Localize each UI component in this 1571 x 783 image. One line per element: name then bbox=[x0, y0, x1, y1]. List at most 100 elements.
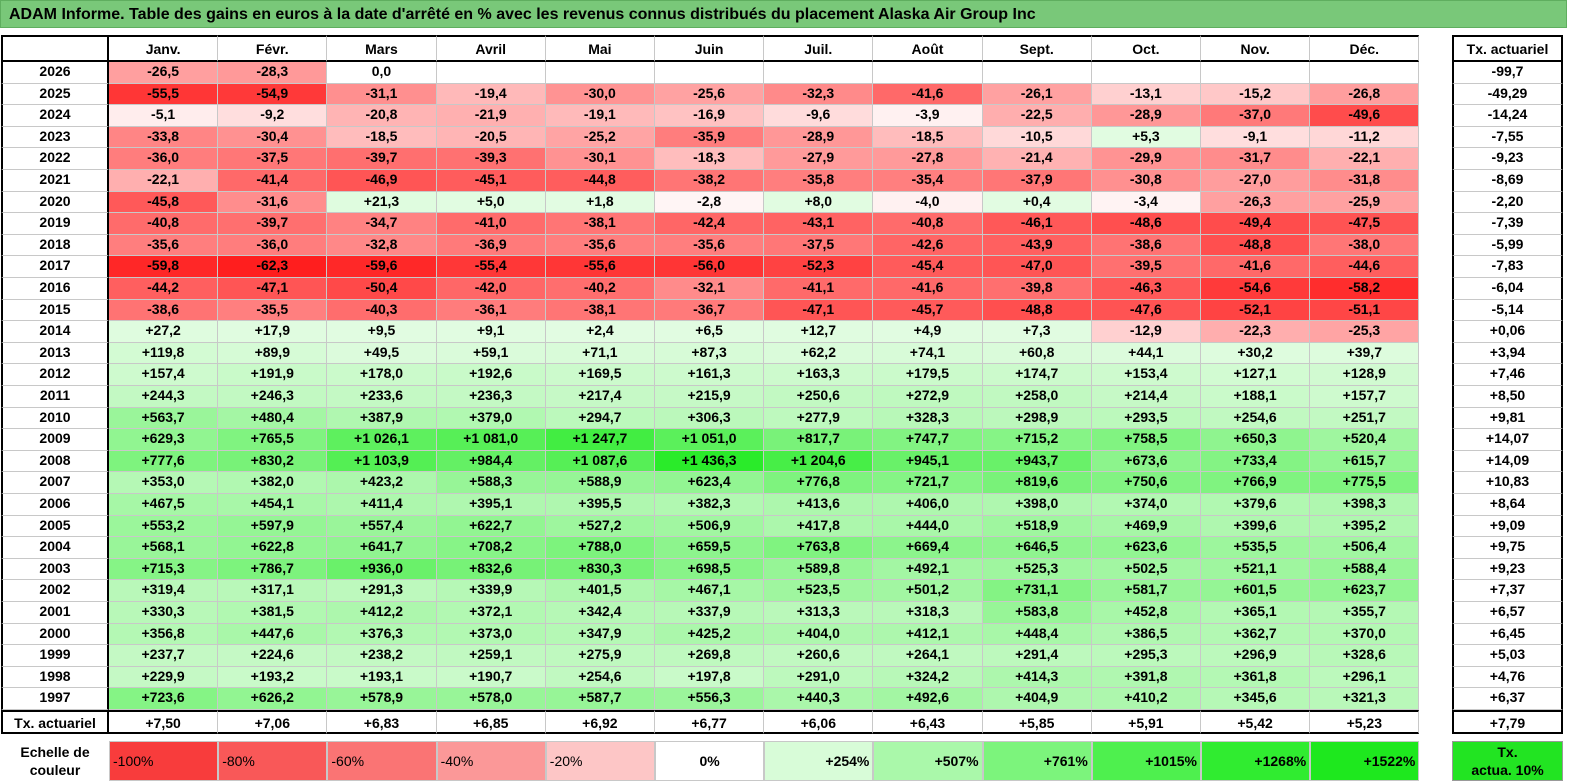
gain-cell: -49,6 bbox=[1310, 105, 1420, 127]
year-label: 2016 bbox=[1, 278, 109, 300]
gain-cell: +153,4 bbox=[1091, 364, 1201, 386]
rate-cell: -9,23 bbox=[1452, 148, 1563, 170]
gain-cell: -26,3 bbox=[1201, 191, 1311, 214]
gain-cell: +731,1 bbox=[982, 580, 1092, 602]
gain-cell: +374,0 bbox=[1091, 494, 1201, 516]
rate-cell: +14,09 bbox=[1452, 450, 1563, 473]
gain-cell: -45,7 bbox=[873, 299, 983, 322]
gain-cell: +5,3 bbox=[1091, 126, 1201, 149]
gain-cell: +382,3 bbox=[655, 494, 765, 516]
footer-cell: +5,42 bbox=[1201, 710, 1311, 734]
gain-cell: -38,6 bbox=[1091, 234, 1201, 257]
footer-cell: +6,77 bbox=[655, 710, 765, 734]
gain-cell: +404,0 bbox=[764, 623, 874, 646]
gain-cell: -55,4 bbox=[436, 256, 546, 278]
gain-cell: +30,2 bbox=[1201, 342, 1311, 365]
gain-cell: +601,5 bbox=[1201, 580, 1311, 602]
gain-cell: +819,6 bbox=[982, 472, 1092, 494]
gain-cell: -41,1 bbox=[764, 278, 874, 300]
gain-cell: +1 436,3 bbox=[655, 450, 765, 473]
gain-cell: +454,1 bbox=[218, 494, 328, 516]
gain-cell: -39,8 bbox=[982, 278, 1092, 300]
year-label: 1998 bbox=[1, 666, 109, 689]
month-header: Juil. bbox=[764, 35, 874, 62]
gain-cell: +425,2 bbox=[655, 623, 765, 646]
gain-cell: -46,3 bbox=[1091, 278, 1201, 300]
gain-cell: +188,1 bbox=[1201, 386, 1311, 408]
rate-cell: -7,39 bbox=[1452, 213, 1563, 235]
gain-cell: +506,9 bbox=[655, 515, 765, 538]
gain-cell: +623,4 bbox=[655, 472, 765, 494]
year-label: 2018 bbox=[1, 234, 109, 257]
gain-cell: +623,6 bbox=[1091, 537, 1201, 559]
gain-cell: +353,0 bbox=[109, 472, 219, 494]
gain-cell: -45,8 bbox=[109, 191, 219, 214]
gain-cell: -34,7 bbox=[327, 213, 437, 235]
legend-label: Echelle de couleur bbox=[1, 741, 109, 781]
rate-header: Tx. actuariel bbox=[1452, 35, 1563, 62]
rate-cell: +5,03 bbox=[1452, 645, 1563, 667]
gain-cell: +370,0 bbox=[1310, 623, 1420, 646]
gain-cell: +293,5 bbox=[1091, 407, 1201, 430]
gain-cell: -42,4 bbox=[655, 213, 765, 235]
gain-cell: +264,1 bbox=[873, 645, 983, 667]
footer-cell: +5,85 bbox=[982, 710, 1092, 734]
gain-cell: +254,6 bbox=[1201, 407, 1311, 430]
legend-swatch: -40% bbox=[436, 741, 546, 781]
year-label: 1999 bbox=[1, 645, 109, 667]
gain-cell: -42,6 bbox=[873, 234, 983, 257]
gain-cell: +74,1 bbox=[873, 342, 983, 365]
year-label: 2000 bbox=[1, 623, 109, 646]
rate-cell: +0,06 bbox=[1452, 321, 1563, 343]
gain-cell: -9,2 bbox=[218, 105, 328, 127]
gain-cell: -39,3 bbox=[436, 148, 546, 170]
gain-cell: +398,0 bbox=[982, 494, 1092, 516]
gain-cell: -40,8 bbox=[109, 213, 219, 235]
gain-cell: +372,1 bbox=[436, 602, 546, 624]
footer-cell: +6,92 bbox=[545, 710, 655, 734]
gain-cell: -18,5 bbox=[873, 126, 983, 149]
gain-cell: +379,6 bbox=[1201, 494, 1311, 516]
gain-cell: -5,1 bbox=[109, 105, 219, 127]
gain-cell: -47,1 bbox=[218, 278, 328, 300]
rate-cell: +8,64 bbox=[1452, 494, 1563, 516]
gain-cell: +391,8 bbox=[1091, 666, 1201, 689]
gain-cell: +328,6 bbox=[1310, 645, 1420, 667]
gain-cell: +244,3 bbox=[109, 386, 219, 408]
gain-cell: -33,8 bbox=[109, 126, 219, 149]
gain-cell: +296,1 bbox=[1310, 666, 1420, 689]
gain-cell: -36,7 bbox=[655, 299, 765, 322]
rate-cell: +10,83 bbox=[1452, 472, 1563, 494]
gain-cell: -52,1 bbox=[1201, 299, 1311, 322]
gain-cell: +318,3 bbox=[873, 602, 983, 624]
gain-cell: +373,0 bbox=[436, 623, 546, 646]
gain-cell: -26,1 bbox=[982, 83, 1092, 106]
gain-cell: -47,6 bbox=[1091, 299, 1201, 322]
rate-cell: -99,7 bbox=[1452, 62, 1563, 84]
gain-cell: -22,1 bbox=[1310, 148, 1420, 170]
gain-cell: -48,6 bbox=[1091, 213, 1201, 235]
gain-cell: +157,4 bbox=[109, 364, 219, 386]
gain-cell: +535,5 bbox=[1201, 537, 1311, 559]
gain-cell: +830,3 bbox=[545, 558, 655, 581]
month-header: Oct. bbox=[1091, 35, 1201, 62]
gain-cell: -48,8 bbox=[982, 299, 1092, 322]
rate-cell: -5,14 bbox=[1452, 299, 1563, 322]
gain-cell: +521,1 bbox=[1201, 558, 1311, 581]
gain-cell: -35,5 bbox=[218, 299, 328, 322]
gain-cell: +395,5 bbox=[545, 494, 655, 516]
year-label: 2001 bbox=[1, 602, 109, 624]
gain-cell: +62,2 bbox=[764, 342, 874, 365]
gain-cell: +945,1 bbox=[873, 450, 983, 473]
gain-cell: +721,7 bbox=[873, 472, 983, 494]
gain-cell: +583,8 bbox=[982, 602, 1092, 624]
month-header: Sept. bbox=[982, 35, 1092, 62]
gain-cell: +622,8 bbox=[218, 537, 328, 559]
gain-cell: -30,0 bbox=[545, 83, 655, 106]
gain-cell: -27,8 bbox=[873, 148, 983, 170]
gain-cell: +6,5 bbox=[655, 321, 765, 343]
gain-cell: +1 087,6 bbox=[545, 450, 655, 473]
gain-cell: +587,7 bbox=[545, 688, 655, 710]
month-header: Août bbox=[873, 35, 983, 62]
gain-cell bbox=[1310, 62, 1420, 84]
